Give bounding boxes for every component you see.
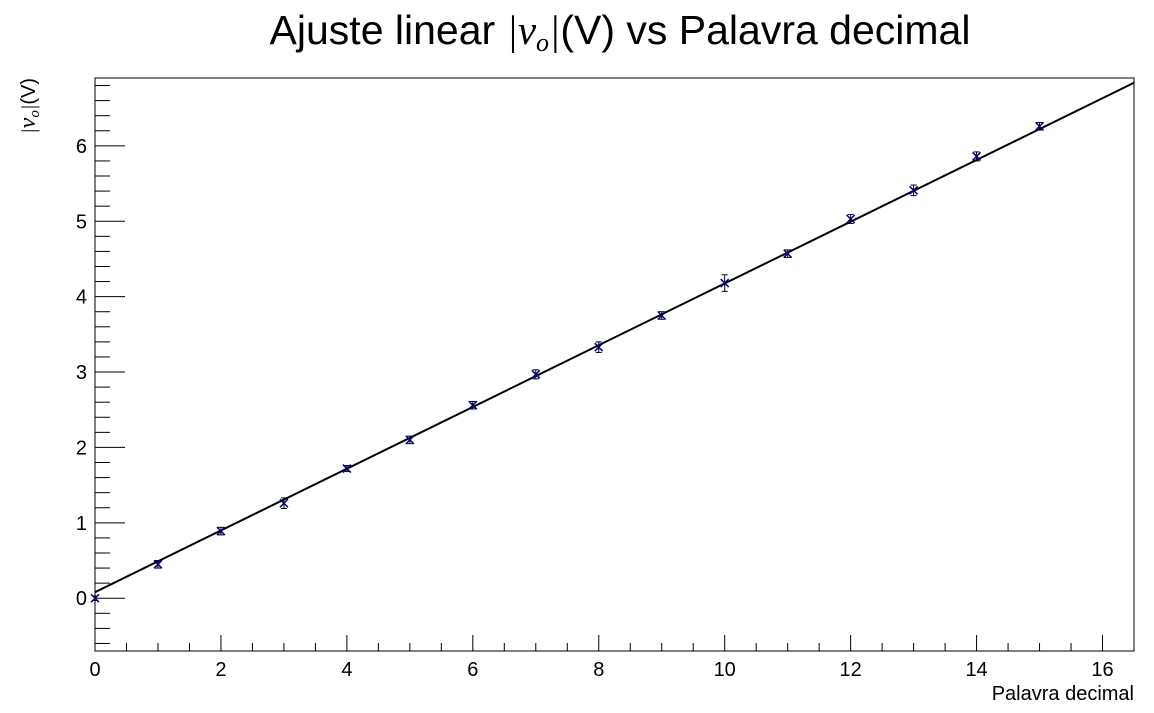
x-tick-label: 8 (593, 659, 604, 681)
fit-line-group (94, 81, 1135, 594)
x-tick-label: 4 (341, 659, 352, 681)
point-marker-b (972, 151, 982, 161)
data-point (783, 249, 793, 259)
x-axis-ticks (94, 635, 1135, 651)
chart-title-var: v (518, 7, 537, 53)
data-point (342, 464, 352, 474)
data-point (657, 310, 667, 321)
chart-title-unit: (V) (560, 7, 615, 53)
data-point (909, 184, 919, 197)
x-tick-label: 6 (467, 659, 478, 681)
x-tick-label: 12 (840, 659, 862, 681)
data-point (216, 526, 226, 536)
data-point (279, 497, 289, 510)
fit-line (94, 81, 1135, 594)
point-marker-b (1035, 121, 1045, 131)
x-tick-label: 16 (1091, 659, 1113, 681)
y-axis-label: |vo|(V) (15, 78, 43, 134)
x-tick-label: 14 (965, 659, 987, 681)
y-axis-label-bar-left: | (18, 128, 40, 134)
y-tick-label: 2 (76, 437, 87, 459)
y-tick-label: 0 (76, 588, 87, 610)
y-axis-tick-labels: 0 1 2 3 4 5 6 (76, 136, 87, 610)
y-tick-label: 3 (76, 362, 87, 384)
x-tick-label: 2 (215, 659, 226, 681)
chart-title: Ajuste linear |vo|(V) vs Palavra decimal (270, 7, 971, 57)
y-tick-label: 6 (76, 136, 87, 158)
x-tick-label: 10 (714, 659, 736, 681)
point-marker-b (468, 400, 478, 410)
data-point (594, 341, 604, 353)
point-marker-b (657, 310, 667, 321)
chart-title-prefix: Ajuste linear (270, 7, 507, 53)
point-marker-b (783, 249, 793, 259)
data-point (468, 400, 478, 410)
data-point (720, 274, 730, 292)
chart-title-bar-left: | (507, 7, 518, 53)
plot-frame (94, 77, 1135, 652)
data-point (405, 435, 415, 445)
y-axis-label-bar-right: | (18, 105, 40, 111)
point-marker-b (279, 498, 289, 508)
x-tick-label: 0 (89, 659, 100, 681)
y-axis-ticks (95, 85, 125, 644)
data-point (90, 593, 100, 603)
x-axis-tick-labels: 0 2 4 6 8 10 12 14 16 (89, 659, 1113, 681)
point-marker-b (342, 464, 352, 474)
chart-title-suffix: vs Palavra decimal (615, 7, 970, 53)
data-point (846, 213, 856, 225)
y-axis-label-sub: o (27, 110, 43, 118)
y-tick-label: 1 (76, 513, 87, 535)
point-marker-b (216, 526, 226, 536)
y-axis-label-var: v (15, 117, 41, 128)
chart-title-sub: o (536, 28, 549, 57)
x-axis-label: Palavra decimal (992, 683, 1134, 705)
point-marker-b (720, 278, 730, 288)
data-point (531, 369, 541, 380)
point-marker-b (909, 185, 919, 195)
data-points-group (90, 121, 1045, 603)
point-marker-b (405, 435, 415, 445)
data-point (1035, 121, 1045, 131)
point-marker-b (153, 559, 163, 569)
data-point (153, 559, 163, 569)
chart-title-bar-right: | (549, 7, 560, 53)
point-marker-b (90, 593, 100, 603)
y-tick-label: 4 (76, 287, 87, 309)
y-tick-label: 5 (76, 211, 87, 233)
point-marker-b (531, 369, 541, 379)
point-marker-b (846, 214, 856, 224)
y-axis-label-unit: (V) (18, 78, 40, 105)
point-marker-b (594, 342, 604, 352)
data-point (972, 151, 982, 162)
